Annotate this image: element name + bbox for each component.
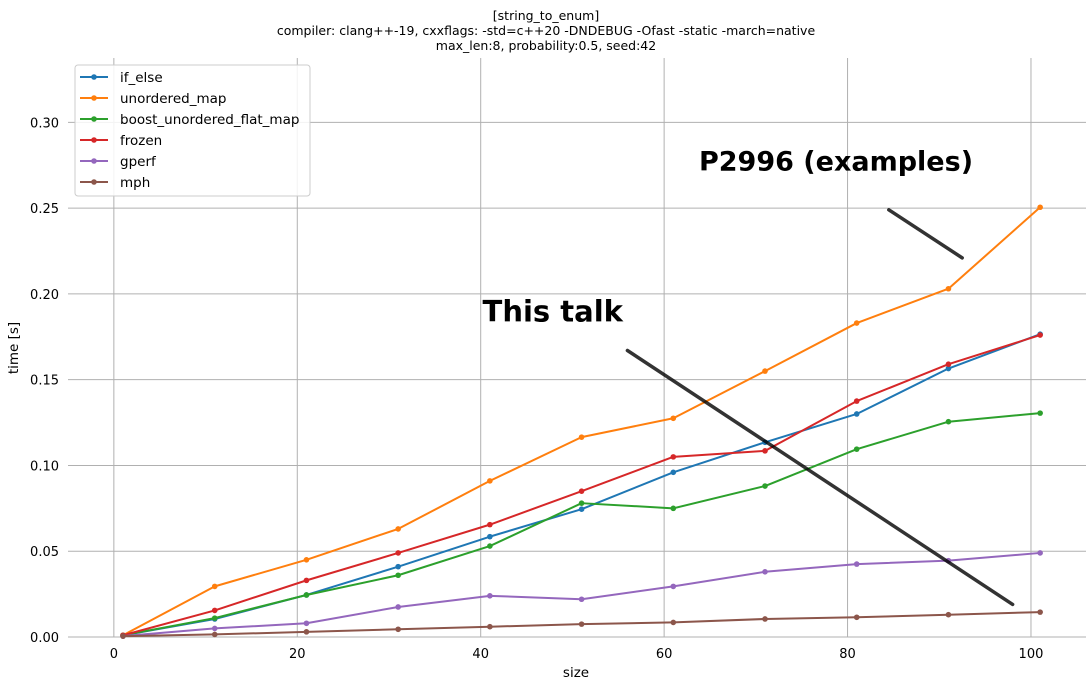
y-tick-label: 0.10 (30, 459, 59, 474)
legend-label-boost_unordered_flat_map: boost_unordered_flat_map (120, 112, 299, 128)
x-tick-label: 80 (839, 647, 856, 662)
data-point-boost_unordered_flat_map (945, 418, 952, 425)
x-tick-label: 60 (656, 647, 673, 662)
annotation-arrow (887, 208, 964, 260)
data-point-frozen (762, 448, 768, 454)
annotation-label: This talk (483, 294, 624, 328)
data-point-boost_unordered_flat_map (487, 543, 493, 549)
x-tick-label: 40 (472, 647, 489, 662)
data-point-if_else (670, 469, 677, 476)
data-point-mph (211, 631, 218, 638)
legend-marker-gperf (91, 158, 97, 164)
data-point-mph (578, 621, 585, 627)
data-point-boost_unordered_flat_map (1037, 410, 1043, 416)
data-point-gperf (303, 620, 310, 627)
legend-label-mph: mph (120, 175, 150, 191)
data-point-boost_unordered_flat_map (395, 572, 401, 579)
annotation-arrow (625, 348, 1015, 607)
data-point-gperf (487, 593, 493, 599)
data-point-frozen (1037, 332, 1043, 338)
y-tick-label: 0.00 (30, 631, 59, 646)
series-line-unordered_map (122, 206, 1041, 637)
data-point-frozen (670, 454, 677, 460)
chart-title-line-1: [string_to_enum] (492, 8, 600, 23)
data-point-mph (395, 626, 401, 633)
data-point-mph (853, 614, 860, 621)
chart-title-line-2: compiler: clang++-19, cxxflags: -std=c++… (276, 23, 816, 38)
data-point-frozen (211, 607, 218, 614)
axis-ticks: 0 20 40 60 80 100 0.00 0.05 0.10 0.15 0.20 0.25 0.30 (30, 116, 1043, 662)
x-axis-label: size (563, 665, 589, 681)
legend-box (74, 64, 311, 197)
data-point-frozen (853, 398, 860, 404)
legend-label-gperf: gperf (120, 154, 157, 170)
data-point-frozen (303, 577, 310, 584)
data-point-unordered_map (670, 415, 677, 422)
data-point-if_else (578, 506, 585, 512)
data-point-mph (762, 616, 768, 622)
annotations: P2996 (examples) This talk (483, 146, 1015, 607)
legend-label-unordered_map: unordered_map (120, 91, 226, 107)
data-point-unordered_map (487, 478, 493, 484)
legend-marker-unordered_map (91, 95, 97, 101)
series-lines (120, 204, 1043, 639)
data-point-mph (120, 633, 126, 639)
legend-marker-boost_unordered_flat_map (91, 116, 97, 122)
data-point-boost_unordered_flat_map (578, 500, 585, 506)
data-point-unordered_map (395, 526, 401, 532)
data-point-unordered_map (853, 320, 860, 326)
legend-marker-mph (91, 179, 97, 185)
data-point-frozen (578, 488, 585, 494)
data-point-unordered_map (211, 583, 218, 590)
data-point-unordered_map (578, 434, 585, 440)
data-point-if_else (487, 533, 493, 540)
x-tick-label: 20 (289, 647, 306, 662)
legend: if_else unordered_map boost_unordered_flat… (74, 64, 311, 197)
data-point-unordered_map (762, 368, 768, 374)
legend-marker-if_else (91, 74, 97, 80)
data-point-frozen (487, 521, 493, 528)
data-point-boost_unordered_flat_map (303, 592, 310, 598)
data-point-mph (670, 619, 677, 626)
data-point-gperf (670, 583, 677, 590)
y-axis-label: time [s] (6, 322, 22, 374)
data-point-unordered_map (303, 557, 310, 563)
y-tick-label: 0.15 (30, 374, 59, 389)
chart-title-line-3: max_len:8, probability:0.5, seed:42 (435, 38, 657, 53)
data-point-boost_unordered_flat_map (211, 615, 218, 621)
legend-marker-frozen (91, 137, 97, 143)
data-point-if_else (945, 365, 952, 372)
data-point-gperf (853, 561, 860, 567)
legend-label-if_else: if_else (120, 70, 163, 86)
data-point-gperf (211, 625, 218, 632)
x-tick-label: 100 (1019, 647, 1044, 662)
data-point-mph (945, 611, 952, 618)
y-tick-label: 0.30 (30, 116, 59, 131)
data-point-gperf (1037, 550, 1043, 556)
y-tick-label: 0.05 (30, 545, 59, 560)
x-tick-label: 0 (110, 647, 118, 662)
data-point-mph (1037, 609, 1043, 615)
data-point-mph (487, 623, 493, 630)
annotation-label: P2996 (examples) (699, 146, 973, 177)
data-point-frozen (945, 361, 952, 368)
data-point-gperf (762, 569, 768, 575)
data-point-frozen (395, 550, 401, 556)
y-tick-label: 0.20 (30, 288, 59, 303)
data-point-boost_unordered_flat_map (670, 505, 677, 512)
legend-label-frozen: frozen (120, 133, 162, 149)
data-point-if_else (395, 563, 401, 570)
data-point-unordered_map (1037, 204, 1043, 211)
data-point-boost_unordered_flat_map (762, 483, 768, 489)
data-point-gperf (578, 596, 585, 603)
data-point-unordered_map (945, 285, 952, 292)
data-point-mph (303, 629, 310, 635)
data-point-if_else (853, 411, 860, 417)
data-point-gperf (395, 604, 401, 610)
y-tick-label: 0.25 (30, 202, 59, 217)
data-point-boost_unordered_flat_map (853, 446, 860, 452)
